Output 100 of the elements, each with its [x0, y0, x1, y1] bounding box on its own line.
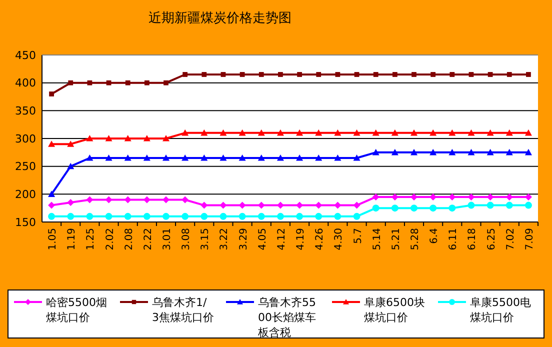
point: [506, 148, 513, 156]
point: [468, 202, 475, 209]
point: [49, 92, 54, 96]
point: [296, 202, 304, 209]
x-tick-label: 1.05: [48, 228, 59, 250]
point: [182, 129, 189, 136]
point: [412, 72, 416, 77]
x-tick-label: 3.29: [238, 228, 250, 250]
point: [105, 154, 112, 161]
point: [430, 129, 437, 136]
x-tick-label: 5.21: [390, 228, 402, 250]
point: [372, 148, 380, 156]
point: [220, 72, 226, 77]
point: [506, 129, 513, 136]
point: [278, 72, 283, 77]
point: [524, 129, 532, 136]
point: [353, 202, 360, 209]
x-tick-label: 5.28: [410, 228, 421, 250]
point: [48, 202, 56, 209]
point: [506, 72, 512, 77]
point: [334, 212, 342, 220]
point: [486, 193, 494, 200]
point: [124, 135, 132, 142]
point: [162, 135, 170, 142]
point: [315, 154, 322, 161]
x-tick-label: 4.30: [334, 228, 345, 250]
point: [506, 193, 513, 200]
point: [238, 154, 246, 161]
y-tick-label: 150: [15, 216, 36, 229]
point: [450, 72, 455, 77]
point: [524, 202, 532, 209]
y-tick-label: 250: [15, 160, 36, 174]
point: [468, 148, 475, 156]
point: [486, 148, 494, 156]
point: [220, 212, 227, 220]
point: [353, 154, 360, 161]
point: [486, 129, 494, 136]
x-tick-label: 1.25: [86, 228, 97, 250]
point: [162, 154, 170, 161]
point: [296, 154, 304, 161]
point: [67, 162, 74, 170]
point: [48, 190, 56, 197]
legend-label: 阜康6500块煤坑口价: [364, 296, 425, 324]
point: [316, 72, 322, 77]
x-tick-label: 6.25: [486, 228, 498, 250]
point: [105, 212, 112, 220]
point: [48, 140, 56, 147]
point: [67, 199, 74, 206]
x-tick-label: 2.08: [124, 228, 135, 250]
point: [448, 129, 456, 136]
point: [164, 80, 168, 86]
point: [468, 72, 474, 77]
point: [506, 202, 513, 209]
point: [315, 212, 322, 220]
point: [238, 129, 246, 136]
point: [143, 196, 150, 204]
point: [410, 129, 418, 136]
point: [87, 80, 92, 86]
point: [276, 154, 284, 161]
point: [410, 193, 418, 200]
point: [238, 212, 246, 220]
point: [391, 204, 398, 212]
x-tick-label: 7.09: [524, 228, 536, 250]
x-tick-label: 7.02: [505, 228, 516, 250]
point: [372, 193, 380, 200]
point: [105, 135, 112, 142]
point: [315, 202, 322, 209]
point: [448, 204, 456, 212]
x-tick-label: 3.22: [219, 228, 230, 250]
point: [220, 202, 227, 209]
point: [448, 193, 456, 200]
point: [67, 212, 74, 220]
point: [220, 154, 227, 161]
point: [430, 204, 437, 212]
point: [334, 129, 342, 136]
point: [297, 72, 302, 77]
point: [202, 72, 207, 77]
point: [86, 154, 94, 161]
point: [258, 154, 265, 161]
point: [48, 212, 56, 220]
point: [486, 202, 494, 209]
x-tick-label: 3.08: [181, 228, 192, 250]
x-tick-label: 4.05: [257, 228, 268, 250]
point: [410, 148, 418, 156]
point: [182, 196, 189, 204]
point: [68, 80, 74, 86]
x-tick-label: 1.19: [66, 228, 78, 250]
point: [276, 202, 284, 209]
point: [296, 129, 304, 136]
point: [86, 196, 94, 204]
x-tick-label: 4.19: [296, 228, 307, 250]
x-tick-label: 5.7: [352, 228, 364, 244]
point: [276, 212, 284, 220]
point: [200, 154, 208, 161]
point: [468, 193, 475, 200]
point: [124, 154, 132, 161]
point: [86, 212, 94, 220]
x-tick-label: 3.01: [162, 228, 173, 250]
y-tick-label: 300: [15, 132, 36, 146]
legend-label: 乌鲁木齐1/3焦煤坑口价: [152, 296, 214, 324]
